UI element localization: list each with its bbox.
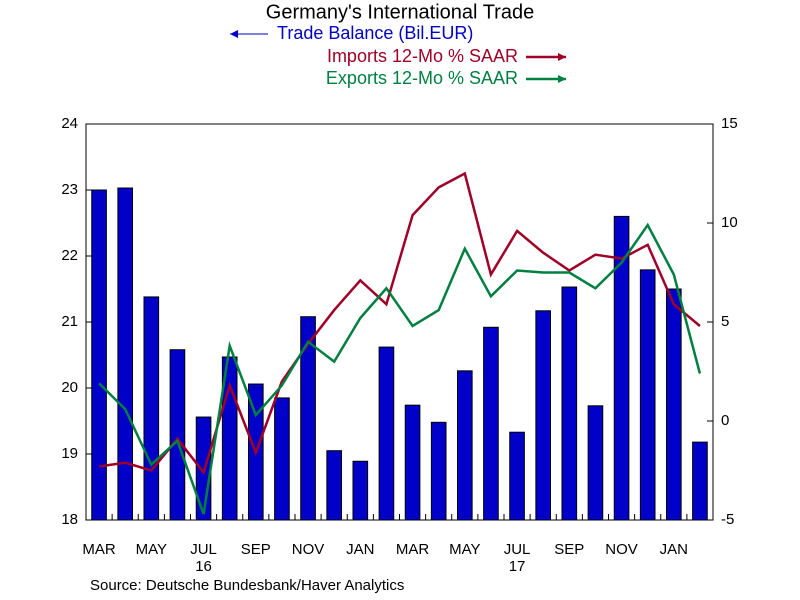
legend-arrowhead	[230, 30, 238, 38]
y-tick-label: 18	[61, 511, 78, 528]
chart-title: Germany's International Trade	[266, 1, 534, 23]
x-tick-label: JAN	[346, 541, 374, 558]
y-tick-label: 19	[61, 445, 78, 462]
bar	[639, 269, 656, 521]
x-tick-label: NOV	[605, 541, 638, 558]
x-tick-label: MAR	[82, 541, 116, 558]
x-year-label: 16	[195, 558, 212, 575]
legend-arrowhead	[558, 75, 566, 83]
legend-label: Trade Balance (Bil.EUR)	[277, 23, 473, 43]
source-note: Source: Deutsche Bundesbank/Haver Analyt…	[90, 577, 404, 594]
x-tick-label: JUL	[190, 541, 217, 558]
x-tick-label: NOV	[292, 541, 325, 558]
x-year-label: 17	[509, 558, 526, 575]
bar	[509, 431, 525, 521]
line-series	[98, 222, 702, 515]
bar	[692, 441, 708, 521]
x-tick-label: JAN	[660, 541, 688, 558]
bar	[535, 310, 552, 521]
bar	[483, 326, 499, 521]
y-tick-label: 22	[61, 247, 78, 264]
legend-arrowhead	[558, 53, 566, 61]
y-tick-label: 23	[61, 181, 78, 198]
bar	[143, 296, 160, 521]
legend-label: Exports 12-Mo % SAAR	[326, 68, 518, 88]
x-tick-label: SEP	[241, 541, 271, 558]
bar	[587, 405, 604, 521]
bar	[378, 346, 395, 521]
y2-tick-label: 15	[721, 115, 738, 132]
bar	[665, 288, 682, 521]
y2-tick-label: 10	[721, 214, 738, 231]
bar	[91, 189, 107, 521]
bar	[352, 460, 369, 521]
bar	[169, 349, 186, 521]
line-series	[98, 171, 701, 476]
y-tick-label: 24	[61, 115, 78, 132]
bar	[300, 316, 316, 521]
x-tick-label: MAY	[449, 541, 480, 558]
bar	[456, 370, 473, 521]
bar	[561, 286, 578, 521]
y-tick-label: 21	[61, 313, 78, 330]
x-tick-label: MAR	[396, 541, 430, 558]
y2-tick-label: 0	[721, 412, 729, 429]
bar	[430, 421, 447, 521]
x-tick-label: SEP	[554, 541, 584, 558]
y2-tick-label: 5	[721, 313, 729, 330]
x-tick-label: MAY	[136, 541, 167, 558]
y-tick-label: 20	[61, 379, 78, 396]
bar	[117, 187, 134, 521]
bar	[404, 404, 421, 521]
x-tick-label: JUL	[504, 541, 531, 558]
legend-label: Imports 12-Mo % SAAR	[327, 46, 518, 66]
bar	[274, 397, 290, 521]
bar	[326, 450, 343, 521]
y2-tick-label: -5	[721, 511, 734, 528]
bar	[613, 215, 630, 521]
